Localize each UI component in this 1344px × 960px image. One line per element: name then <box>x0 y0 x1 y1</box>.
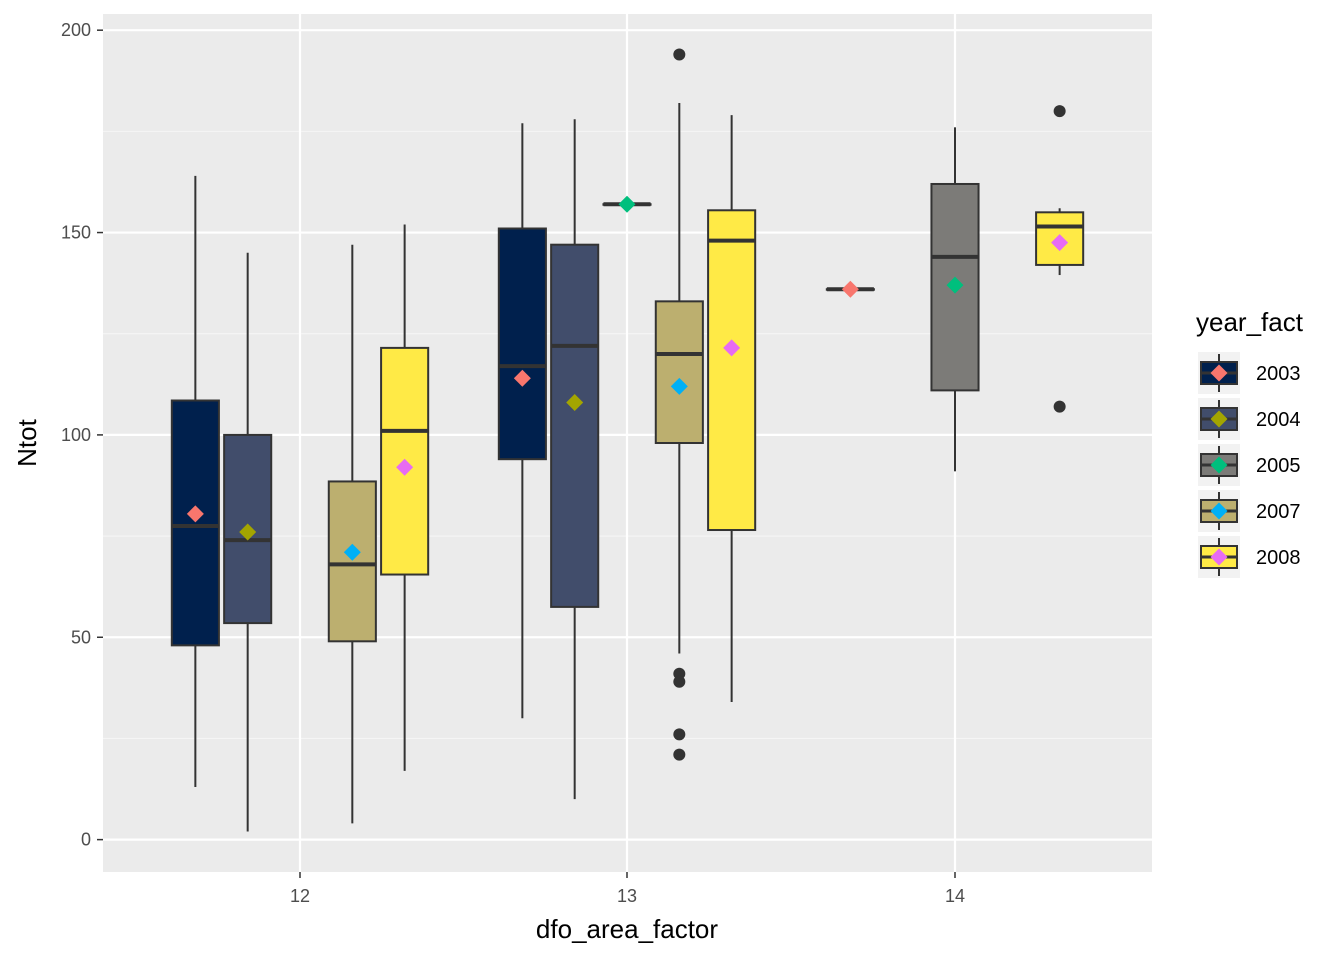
outlier-point <box>673 48 686 61</box>
mean-marker <box>1051 234 1069 252</box>
box-2003-13 <box>497 123 547 719</box>
x-tick-label: 13 <box>617 886 637 906</box>
box-body <box>497 227 547 461</box>
x-axis-title: dfo_area_factor <box>536 914 718 944</box>
box-layer <box>170 48 1085 832</box>
box-2008-13 <box>707 115 757 703</box>
box-2008-14 <box>1035 105 1085 413</box>
box-2005-13 <box>602 195 652 213</box>
box-body <box>654 300 704 444</box>
legend-label: 2004 <box>1256 409 1301 431</box>
y-tick-label: 50 <box>71 627 91 647</box>
legend-item-2005: 2005 <box>1198 444 1301 486</box>
legend-key-mean <box>1210 548 1228 566</box>
legend-key-mean <box>1210 364 1228 382</box>
box-2008-12 <box>380 224 430 771</box>
mean-marker <box>946 276 964 294</box>
major-gridlines <box>103 14 1152 872</box>
legend-label: 2008 <box>1256 547 1301 569</box>
legend-key-mean <box>1210 456 1228 474</box>
legend: year_fact 2003 2004 2005 2007 2008 <box>1196 307 1304 578</box>
legend-item-2004: 2004 <box>1198 398 1301 440</box>
mean-marker <box>841 280 859 298</box>
mean-marker <box>396 458 414 476</box>
legend-key-mean <box>1210 410 1228 428</box>
mean-marker <box>723 339 741 357</box>
y-tick-label: 100 <box>61 425 91 445</box>
box-2004-12 <box>223 252 273 832</box>
box-2003-14 <box>825 280 875 298</box>
outlier-point <box>1053 105 1066 118</box>
box-body <box>707 209 757 532</box>
mean-marker <box>566 394 584 412</box>
x-tick-label: 14 <box>945 886 965 906</box>
box-2004-13 <box>550 119 600 800</box>
y-axis-title: Ntot <box>12 418 42 466</box>
box-body <box>327 480 377 643</box>
y-tick-label: 0 <box>81 830 91 850</box>
x-axis: 12 13 14 <box>290 872 965 906</box>
box-2005-14 <box>930 127 980 472</box>
box-2007-12 <box>327 244 377 824</box>
mean-marker <box>239 523 257 541</box>
legend-label: 2007 <box>1256 501 1301 523</box>
box-body <box>930 182 980 392</box>
mean-marker <box>618 195 636 213</box>
outlier-point <box>673 728 686 741</box>
legend-item-2008: 2008 <box>1198 536 1301 578</box>
legend-key-mean <box>1210 502 1228 520</box>
mean-marker <box>186 505 204 523</box>
y-axis: 0 50 100 150 200 <box>61 20 103 850</box>
mean-marker <box>670 377 688 395</box>
outlier-point <box>1053 400 1066 413</box>
box-body <box>550 243 600 608</box>
legend-label: 2005 <box>1256 455 1301 477</box>
legend-title: year_fact <box>1196 307 1304 337</box>
outlier-point <box>673 675 686 688</box>
y-tick-label: 150 <box>61 223 91 243</box>
mean-marker <box>513 369 531 387</box>
y-tick-label: 200 <box>61 20 91 40</box>
legend-item-2003: 2003 <box>1198 352 1301 394</box>
legend-label: 2003 <box>1256 363 1301 385</box>
x-tick-label: 12 <box>290 886 310 906</box>
legend-item-2007: 2007 <box>1198 490 1301 532</box>
mean-marker <box>343 543 361 561</box>
box-body <box>170 399 220 647</box>
outlier-point <box>673 748 686 761</box>
box-2007-13 <box>654 48 704 761</box>
box-2003-12 <box>170 175 220 788</box>
